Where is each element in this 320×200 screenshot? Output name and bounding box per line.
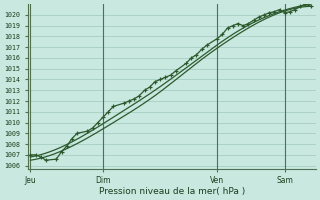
X-axis label: Pression niveau de la mer( hPa ): Pression niveau de la mer( hPa ) (99, 187, 245, 196)
